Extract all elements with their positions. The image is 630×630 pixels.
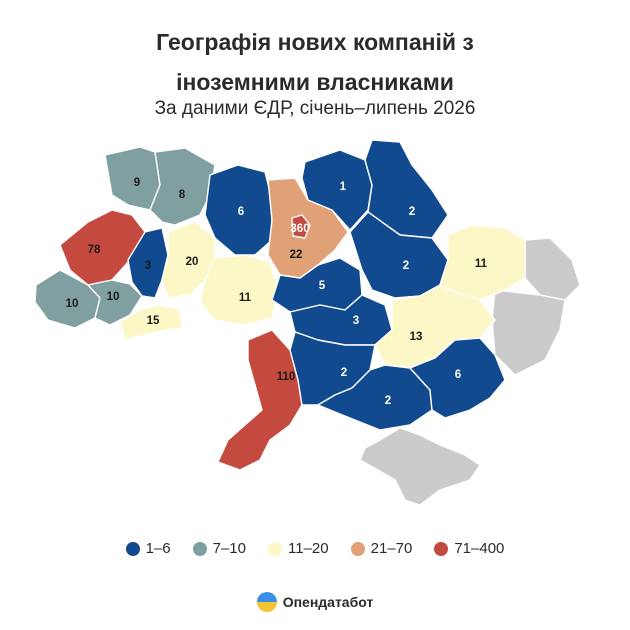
- label-kyiv-city: 360: [290, 223, 309, 235]
- title-line-2: іноземними власниками: [176, 69, 454, 95]
- label-kyiv-oblast: 22: [290, 249, 303, 261]
- label-kherson: 2: [385, 395, 391, 407]
- label-rivne: 8: [179, 189, 186, 201]
- region-khmelnytskyi: [161, 221, 216, 299]
- legend-label: 7–10: [212, 540, 246, 557]
- legend-item: 21–70: [350, 540, 413, 557]
- map-subtitle: За даними ЄДР, січень–липень 2026: [154, 98, 476, 119]
- label-dnipropetrovsk: 13: [410, 331, 423, 343]
- legend-swatch: [125, 541, 140, 556]
- region-vinnytsia: [199, 254, 279, 326]
- legend-item: 7–10: [192, 540, 246, 557]
- region-ivano-frankivsk: [87, 279, 143, 326]
- legend-label: 21–70: [370, 540, 413, 557]
- legend-swatch: [350, 541, 365, 556]
- label-cherkasy: 5: [319, 280, 326, 292]
- label-sumy: 2: [409, 206, 415, 218]
- label-kirovohrad: 3: [353, 315, 359, 327]
- legend-swatch: [434, 541, 449, 556]
- label-odesa: 110: [277, 371, 296, 383]
- label-kharkiv: 11: [475, 258, 488, 270]
- legend-swatch: [192, 541, 207, 556]
- region-odesa: [217, 329, 303, 471]
- region-donetsk: [491, 289, 566, 376]
- brand-footer: Опендатабот: [0, 592, 630, 612]
- label-zaporizhzhia: 6: [455, 369, 461, 381]
- label-volyn: 9: [134, 177, 140, 189]
- region-kyiv-city: [291, 214, 311, 239]
- label-zakarpattia: 10: [66, 298, 79, 310]
- label-zhytomyr: 6: [238, 206, 244, 218]
- legend-item: 71–400: [434, 540, 504, 557]
- map-title: Географія нових компаній з іноземними вл…: [0, 22, 630, 102]
- title-line-1: Географія нових компаній з: [156, 29, 474, 55]
- label-lviv: 78: [88, 244, 101, 256]
- region-crimea: [359, 427, 481, 506]
- label-vinnytsia: 11: [239, 292, 252, 304]
- label-chernihiv: 1: [340, 181, 347, 193]
- region-rivne: [149, 147, 216, 226]
- label-mykolaiv: 2: [341, 367, 347, 379]
- label-ternopil: 3: [145, 260, 151, 272]
- legend-swatch: [268, 541, 282, 556]
- legend-item: 1–6: [125, 540, 171, 557]
- label-poltava: 2: [403, 260, 409, 272]
- label-chernivtsi: 15: [147, 315, 160, 327]
- opendatabot-logo-icon: [256, 592, 277, 612]
- region-lviv: [59, 209, 146, 286]
- legend-label: 71–400: [454, 540, 505, 557]
- region-kharkiv: [439, 224, 526, 301]
- region-zaporizhzhia: [409, 337, 506, 419]
- legend-label: 11–20: [288, 540, 329, 557]
- region-chernihiv: [301, 149, 373, 231]
- region-ternopil: [127, 227, 169, 299]
- legend-item: 11–20: [268, 540, 329, 557]
- region-zhytomyr: [204, 164, 273, 256]
- region-luhansk: [524, 237, 581, 301]
- label-khmelnytskyi: 20: [186, 256, 199, 268]
- region-volyn: [104, 146, 161, 211]
- brand-name: Опендатабот: [282, 594, 374, 610]
- legend-label: 1–6: [145, 540, 171, 557]
- map-legend: 1–6 7–10 11–20 21–70 71–400: [0, 540, 630, 557]
- label-ivano-frankivsk: 10: [107, 291, 120, 303]
- region-chernivtsi: [119, 304, 183, 341]
